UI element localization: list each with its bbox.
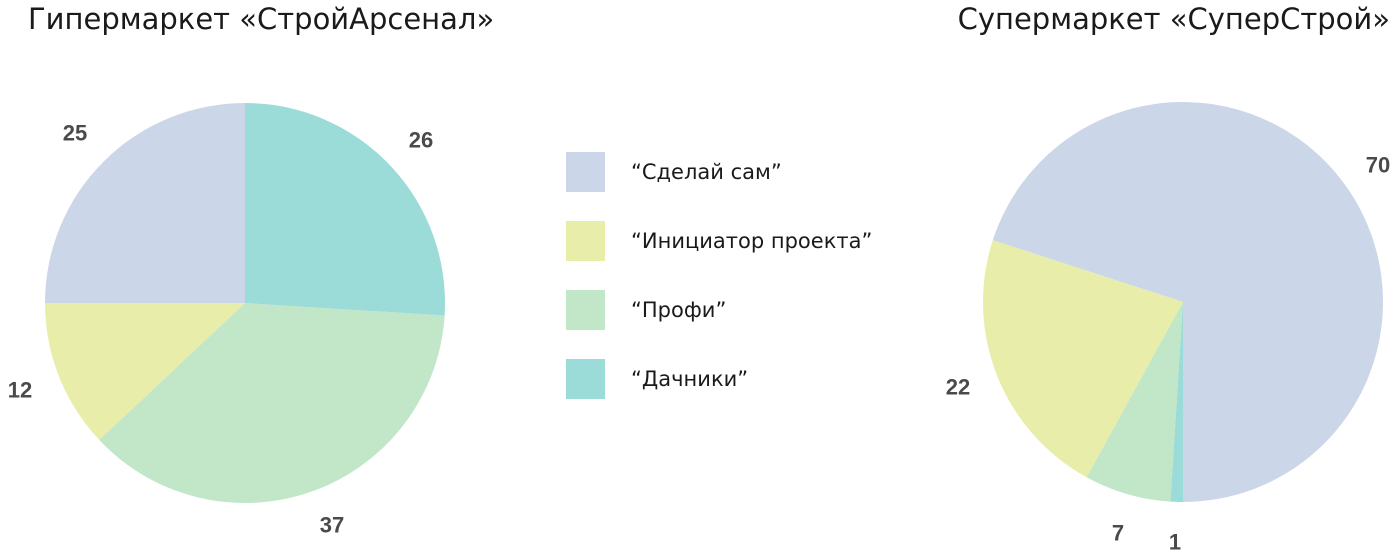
legend-item-dacha: “Дачники” xyxy=(566,359,872,399)
legend-swatch xyxy=(566,290,605,330)
data-label-right-initiator: 22 xyxy=(946,375,970,400)
chart-title-right: Супермаркет «СуперСтрой» xyxy=(957,2,1390,36)
pie-chart-right: 70 22 7 1 xyxy=(946,102,1390,555)
legend-label: “Дачники” xyxy=(631,367,749,391)
legend: “Сделай сам” “Инициатор проекта” “Профи”… xyxy=(566,152,872,428)
pie-slice-right-diy xyxy=(992,102,1384,502)
pie-slice-left-dacha xyxy=(245,103,446,316)
data-label-left-dacha: 26 xyxy=(409,128,433,153)
legend-swatch xyxy=(566,359,605,399)
legend-swatch xyxy=(566,152,605,192)
pie-slice-right-pro xyxy=(1086,302,1183,502)
data-label-right-dacha: 1 xyxy=(1169,530,1181,555)
pie-chart-left: 25 12 37 26 xyxy=(8,103,446,538)
pie-slice-left-initiator xyxy=(45,303,245,440)
legend-label: “Профи” xyxy=(631,298,727,322)
data-label-right-diy: 70 xyxy=(1366,153,1390,178)
pie-slice-left-pro xyxy=(99,303,445,504)
legend-swatch xyxy=(566,221,605,261)
pie-slice-right-dacha xyxy=(1170,302,1183,503)
data-label-left-initiator: 12 xyxy=(8,378,32,403)
legend-label: “Инициатор проекта” xyxy=(631,229,873,253)
pie-slice-left-diy xyxy=(45,103,245,303)
legend-item-diy: “Сделай сам” xyxy=(566,152,872,192)
legend-item-pro: “Профи” xyxy=(566,290,872,330)
data-label-right-pro: 7 xyxy=(1112,521,1124,546)
pie-slice-right-initiator xyxy=(983,240,1183,478)
legend-label: “Сделай сам” xyxy=(631,160,782,184)
data-label-left-pro: 37 xyxy=(320,513,344,538)
data-label-left-diy: 25 xyxy=(63,121,87,146)
chart-title-left: Гипермаркет «СтройАрсенал» xyxy=(28,2,495,36)
legend-item-initiator: “Инициатор проекта” xyxy=(566,221,872,261)
